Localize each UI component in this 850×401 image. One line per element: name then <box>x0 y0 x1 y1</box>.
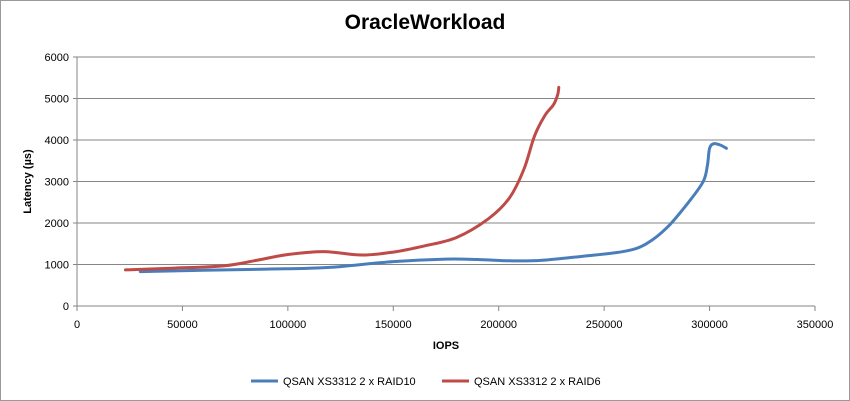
y-tick-label: 2000 <box>45 218 69 230</box>
y-tick-label: 1000 <box>45 260 69 272</box>
y-tick-label: 4000 <box>45 135 69 147</box>
series-line-2 <box>124 85 561 272</box>
x-tick-label: 350000 <box>797 319 834 331</box>
chart-title: OracleWorkload <box>344 11 506 34</box>
x-tick-label: 0 <box>74 319 80 331</box>
y-tick-label: 0 <box>63 301 69 313</box>
x-axis-title: IOPS <box>433 340 459 352</box>
x-tick-label: 100000 <box>269 319 306 331</box>
legend-label-2: QSAN XS3312 2 x RAID6 <box>474 376 601 388</box>
legend-label-1: QSAN XS3312 2 x RAID10 <box>283 376 416 388</box>
y-tick-label: 5000 <box>45 94 69 106</box>
x-tick-label: 300000 <box>691 319 728 331</box>
y-axis-title: Latency (µs) <box>22 149 34 214</box>
x-tick-label: 150000 <box>375 319 412 331</box>
x-tick-label: 250000 <box>586 319 623 331</box>
y-tick-label: 6000 <box>45 52 69 64</box>
x-tick-label: 50000 <box>167 319 198 331</box>
x-tick-label: 200000 <box>480 319 517 331</box>
series-line-1 <box>138 142 728 274</box>
y-tick-label: 3000 <box>45 177 69 189</box>
